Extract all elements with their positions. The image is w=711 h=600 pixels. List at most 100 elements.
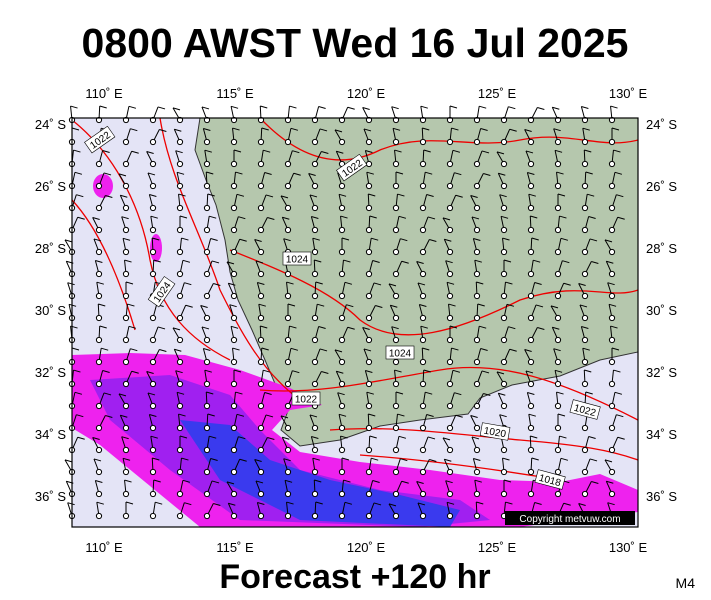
barb-station xyxy=(203,314,211,322)
barb-station xyxy=(149,336,157,344)
wind-barb xyxy=(338,501,353,520)
wind-barb xyxy=(257,217,275,234)
barb-flag xyxy=(96,281,104,285)
barb-flag xyxy=(509,348,517,352)
wind-barb xyxy=(176,457,189,476)
barb-flag xyxy=(426,193,434,197)
barb-station xyxy=(419,182,427,190)
barb-station xyxy=(230,336,238,344)
barb-station xyxy=(446,138,454,146)
barb-station xyxy=(608,468,616,476)
wind-barb xyxy=(95,501,104,520)
barb-flag xyxy=(261,347,269,351)
wind-barb xyxy=(119,194,130,212)
barb-station xyxy=(554,292,562,300)
wind-barb xyxy=(95,303,106,322)
wind-barb xyxy=(95,392,112,410)
barb-flag xyxy=(314,259,322,263)
barb-station xyxy=(581,314,589,322)
barb-station xyxy=(581,160,589,168)
barb-flag xyxy=(98,303,106,307)
barb-station xyxy=(581,358,589,366)
wind-barb xyxy=(311,371,329,388)
barb-station xyxy=(365,512,373,520)
barb-flag xyxy=(238,216,246,220)
barb-flag xyxy=(530,435,538,439)
caption: Forecast +120 hr xyxy=(219,558,490,596)
barb-flag xyxy=(606,480,614,484)
wind-barb xyxy=(149,457,160,476)
barb-flag xyxy=(369,215,377,219)
barb-flag xyxy=(534,281,542,285)
barb-station xyxy=(176,446,184,454)
wind-barb xyxy=(172,327,184,344)
wind-barb xyxy=(554,193,566,212)
wind-barb xyxy=(203,193,215,212)
barb-flag xyxy=(95,259,103,263)
barb-flag xyxy=(70,105,78,109)
barb-flag xyxy=(283,458,291,462)
barb-flag xyxy=(537,107,545,111)
barb-station xyxy=(473,490,481,498)
barb-station xyxy=(176,402,184,410)
barb-station xyxy=(473,446,481,454)
wind-barb xyxy=(527,281,542,300)
wind-barb xyxy=(419,149,431,168)
wind-barb xyxy=(419,193,434,212)
wind-barb xyxy=(95,415,113,432)
barb-flag xyxy=(559,435,567,439)
barb-station xyxy=(230,314,238,322)
barb-station xyxy=(230,490,238,498)
barb-flag xyxy=(528,193,536,197)
barb-flag xyxy=(318,325,326,329)
wind-barb xyxy=(499,194,508,212)
wind-barb xyxy=(122,370,139,388)
barb-station xyxy=(392,380,400,388)
barb-flag xyxy=(362,107,370,111)
barb-station xyxy=(95,402,103,410)
barb-flag xyxy=(454,392,462,396)
lat-label: 26˚ S xyxy=(35,179,66,194)
barb-flag xyxy=(71,127,80,131)
barb-station xyxy=(392,446,400,454)
copyright: Copyright metvuw.com xyxy=(519,514,620,525)
wind-barb xyxy=(446,281,455,300)
wind-barb xyxy=(284,172,301,190)
map xyxy=(64,105,639,528)
barb-flag xyxy=(454,172,462,176)
barb-flag xyxy=(118,173,127,177)
wind-barb xyxy=(284,303,296,322)
wind-barb xyxy=(257,414,274,432)
wind-barb xyxy=(254,459,265,476)
barb-station xyxy=(257,380,265,388)
wind-barb xyxy=(256,501,265,520)
wind-barb xyxy=(392,260,409,278)
barb-station xyxy=(473,402,481,410)
barb-flag xyxy=(420,325,428,329)
barb-flag xyxy=(232,127,240,131)
wind-barb xyxy=(446,369,461,388)
wind-barb xyxy=(365,193,376,212)
barb-flag xyxy=(207,193,215,197)
barb-flag xyxy=(616,414,624,418)
barb-flag xyxy=(401,480,409,484)
barb-flag xyxy=(284,479,293,483)
barb-flag xyxy=(614,391,623,395)
barb-flag xyxy=(343,259,351,263)
barb-station xyxy=(230,446,238,454)
barb-station xyxy=(419,292,427,300)
barb-flag xyxy=(347,326,355,330)
isobar-label-box xyxy=(569,399,601,420)
wind-barb xyxy=(149,237,160,256)
barb-station xyxy=(554,468,562,476)
barb-flag xyxy=(178,413,186,417)
barb-station xyxy=(122,314,130,322)
barb-station xyxy=(446,424,454,432)
wind-barb xyxy=(95,369,110,388)
wind-barb xyxy=(122,325,137,344)
barb-station xyxy=(284,336,292,344)
wind-barb xyxy=(230,413,245,432)
barb-station xyxy=(500,468,508,476)
barb-flag xyxy=(261,127,269,131)
barb-flag xyxy=(613,369,621,373)
